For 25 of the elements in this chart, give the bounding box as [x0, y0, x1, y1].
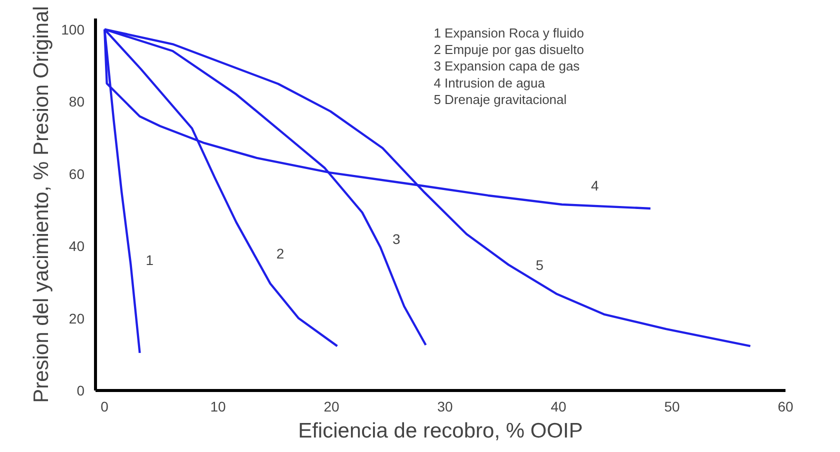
x-tick-label: 50 — [664, 398, 680, 414]
series-label: 1 — [146, 252, 154, 268]
series-label: 4 — [591, 178, 600, 194]
series-label: 2 — [276, 246, 284, 262]
x-tick-label: 30 — [437, 398, 454, 414]
x-axis-title: Eficiencia de recobro, % OOIP — [298, 420, 583, 442]
y-tick-label: 0 — [76, 382, 85, 398]
y-axis-title: Presion del yacimiento, % Presion Original — [30, 6, 54, 403]
y-tick-label: 20 — [68, 310, 85, 326]
y-tick-label: 100 — [61, 21, 85, 38]
y-tick-label: 40 — [68, 238, 85, 254]
annotation: 3 Expansion capa de gas — [434, 58, 580, 74]
x-tick-label: 20 — [324, 398, 340, 414]
annotation: 2 Empuje por gas disuelto — [434, 42, 584, 58]
series-label: 5 — [536, 256, 544, 273]
x-tick-label: 0 — [100, 398, 109, 414]
x-tick-label: 60 — [778, 398, 794, 414]
series-label: 3 — [392, 231, 400, 248]
annotation: 4 Intrusion de agua — [434, 75, 546, 90]
y-tick-label: 80 — [68, 94, 85, 110]
y-tick-label: 60 — [68, 166, 85, 182]
x-tick-label: 10 — [210, 398, 226, 414]
x-tick-label: 40 — [550, 398, 567, 414]
annotation: 5 Drenaje gravitacional — [434, 92, 567, 107]
annotation: 1 Expansion Roca y fluido — [434, 25, 584, 40]
